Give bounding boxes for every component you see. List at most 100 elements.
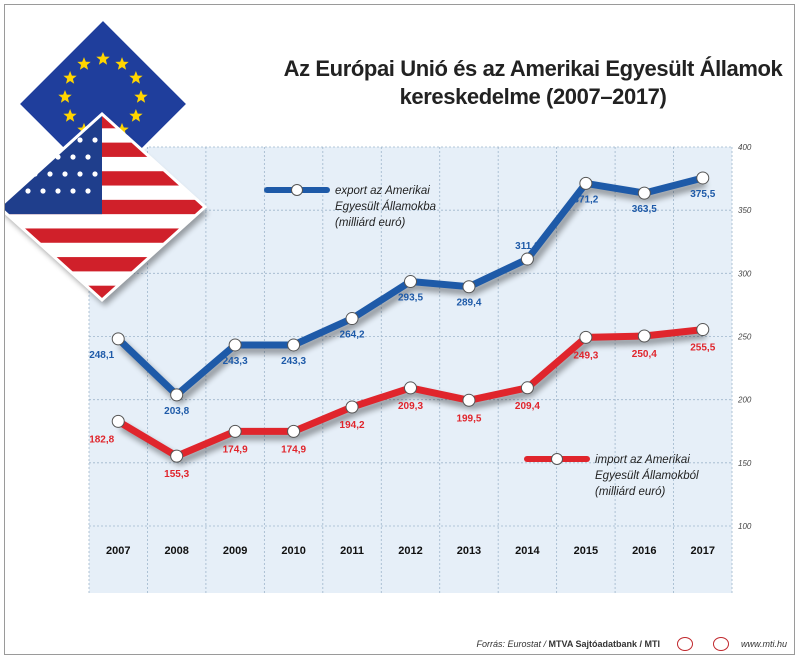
import-value-label: 174,9 bbox=[281, 444, 306, 455]
export-point bbox=[287, 338, 301, 352]
us-star bbox=[92, 137, 98, 143]
us-star bbox=[40, 154, 46, 160]
export-value-label: 293,5 bbox=[398, 293, 423, 304]
export-point bbox=[520, 252, 534, 266]
mtva-logo-icon bbox=[677, 637, 693, 651]
x-tick-label: 2008 bbox=[164, 545, 188, 557]
import-legend: import az Amerikai Egyesült Államokból (mi… bbox=[524, 453, 699, 498]
x-tick-label: 2009 bbox=[223, 545, 247, 557]
eu-star bbox=[115, 57, 129, 70]
import-legend-label: import az Amerikai bbox=[595, 454, 690, 466]
export-value-label: 375,5 bbox=[690, 189, 715, 200]
import-legend-label: Egyesült Államokból bbox=[595, 469, 699, 482]
export-value-label: 371,2 bbox=[573, 194, 598, 205]
export-point bbox=[170, 388, 184, 402]
import-value-label: 209,4 bbox=[515, 401, 540, 412]
import-legend-label: (milliárd euró) bbox=[595, 486, 665, 498]
chart-title: Az Európai Unió és az Amerikai Egyesült … bbox=[273, 55, 793, 111]
eu-star bbox=[115, 122, 129, 136]
y-tick-label: 150 bbox=[738, 459, 752, 468]
export-point bbox=[111, 332, 125, 346]
eu-star bbox=[58, 90, 72, 103]
export-value-label: 243,3 bbox=[223, 356, 248, 367]
import-value-label: 182,8 bbox=[89, 434, 114, 445]
export-point bbox=[462, 280, 476, 294]
import-value-label: 250,4 bbox=[632, 349, 657, 360]
export-point bbox=[579, 176, 593, 190]
infographic-frame: 100 150 200 250 300 350 400 2007 2008 2009 2010 201… bbox=[4, 4, 795, 655]
source-credit: Forrás: Eurostat / MTVA Sajtóadatbank / … bbox=[405, 639, 660, 649]
eu-star bbox=[134, 90, 148, 103]
import-point bbox=[345, 400, 359, 414]
export-value-label: 264,2 bbox=[340, 330, 365, 341]
us-star bbox=[70, 188, 76, 194]
chart-title-line-1: Az Európai Unió és az Amerikai Egyesült … bbox=[283, 56, 783, 81]
us-star bbox=[25, 188, 31, 194]
import-value-label: 255,5 bbox=[690, 343, 715, 354]
y-tick-label: 350 bbox=[738, 206, 752, 215]
us-star bbox=[92, 171, 98, 177]
export-point bbox=[404, 275, 417, 289]
eu-star bbox=[63, 109, 77, 122]
import-value-label: 194,2 bbox=[340, 420, 365, 431]
us-stripe bbox=[5, 228, 205, 243]
us-star bbox=[25, 154, 31, 160]
us-star bbox=[17, 171, 23, 177]
export-value-label: 243,3 bbox=[281, 356, 306, 367]
import-value-label: 174,9 bbox=[223, 444, 248, 455]
us-star bbox=[85, 154, 91, 160]
us-star bbox=[32, 137, 38, 143]
us-star bbox=[10, 154, 16, 160]
eu-star bbox=[129, 71, 143, 84]
us-star bbox=[70, 154, 76, 160]
import-value-label: 155,3 bbox=[164, 469, 189, 480]
import-point bbox=[228, 424, 242, 438]
eu-star bbox=[129, 109, 143, 122]
us-star bbox=[17, 137, 23, 143]
x-tick-label: 2010 bbox=[281, 545, 305, 557]
source-agency: MTVA Sajtóadatbank / MTI bbox=[548, 639, 660, 649]
y-tick-label: 300 bbox=[738, 269, 752, 278]
us-star bbox=[77, 137, 83, 143]
import-point bbox=[111, 414, 125, 428]
x-tick-label: 2012 bbox=[398, 545, 422, 557]
y-tick-label: 400 bbox=[738, 143, 752, 152]
us-star bbox=[10, 120, 16, 126]
x-tick-label: 2014 bbox=[515, 545, 540, 557]
export-legend-marker bbox=[291, 184, 303, 196]
us-flag-border bbox=[5, 111, 208, 303]
eu-star bbox=[96, 52, 110, 65]
export-value-label: 363,5 bbox=[632, 204, 657, 215]
export-legend-label: (milliárd euró) bbox=[335, 217, 405, 229]
x-tick-label: 2016 bbox=[632, 545, 656, 557]
y-tick-label: 100 bbox=[738, 522, 752, 531]
export-legend-label: Egyesült Államokba bbox=[335, 200, 436, 213]
y-tick-label: 250 bbox=[737, 333, 752, 342]
export-value-label: 203,8 bbox=[164, 406, 189, 417]
x-tick-label: 2007 bbox=[106, 545, 130, 557]
import-point bbox=[404, 381, 417, 395]
chart: 100 150 200 250 300 350 400 2007 2008 2009 2010 201… bbox=[5, 16, 752, 593]
import-point bbox=[462, 393, 476, 407]
export-point bbox=[637, 186, 651, 200]
eu-star bbox=[63, 71, 77, 84]
source-prefix: Forrás: Eurostat / bbox=[476, 639, 549, 649]
x-tick-label: 2017 bbox=[691, 545, 715, 557]
us-star bbox=[47, 171, 53, 177]
import-value-label: 249,3 bbox=[573, 350, 598, 361]
site-url: www.mti.hu bbox=[741, 639, 788, 649]
x-tick-label: 2013 bbox=[457, 545, 481, 557]
us-star bbox=[77, 171, 83, 177]
import-point bbox=[579, 330, 593, 344]
footer: Forrás: Eurostat / MTVA Sajtóadatbank / … bbox=[405, 635, 794, 654]
export-value-label: 248,1 bbox=[89, 350, 114, 361]
mti-logo-icon bbox=[713, 637, 729, 651]
us-star bbox=[85, 188, 91, 194]
import-point bbox=[170, 449, 184, 463]
import-point bbox=[637, 329, 651, 343]
import-legend-marker bbox=[551, 453, 563, 465]
x-tick-label: 2011 bbox=[340, 545, 364, 557]
import-point bbox=[696, 323, 710, 337]
x-tick-label: 2015 bbox=[574, 545, 598, 557]
chart-marks: 248,1 203,8 243,3 243,3 264,2 293,5 289,4 311,3… bbox=[89, 171, 716, 498]
